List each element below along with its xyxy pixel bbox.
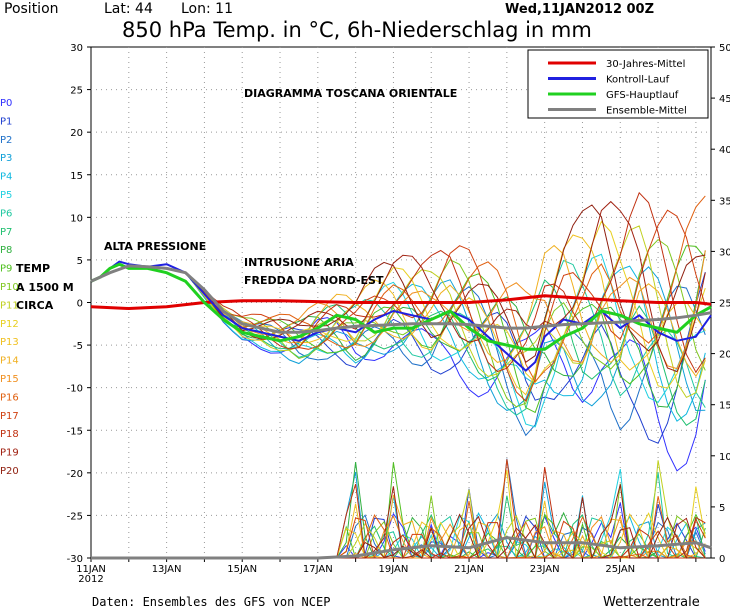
legend-ensemble-mean-label: Ensemble-Mittel	[606, 106, 687, 117]
run-label: Wed,11JAN2012 00Z	[505, 2, 654, 17]
x-axis: 11JAN2012 13JAN 15JAN 17JAN 19JAN 21JAN 23JAN 2…	[76, 558, 697, 585]
member-label: P11	[0, 300, 19, 311]
right-tick-label: 45	[719, 94, 730, 105]
legend-gfs-main-label: GFS-Hauptlauf	[606, 90, 679, 101]
member-label: P14	[0, 356, 19, 367]
legend-box	[527, 49, 709, 119]
x-tick-label: 23JAN	[530, 564, 560, 575]
member-label: P6	[0, 208, 12, 219]
member-label: P12	[0, 319, 19, 330]
legend-climate-mean-label: 30-Jahres-Mittel	[606, 59, 685, 70]
left-tick-label: 10	[70, 213, 83, 224]
left-tick-label: 30	[70, 43, 83, 54]
right-tick-label: 35	[719, 196, 730, 207]
legend-control-run-label: Kontroll-Lauf	[606, 75, 670, 86]
x-tick-label: 19JAN	[379, 564, 409, 575]
position-label: Position	[4, 1, 59, 17]
right-tick-label: 15	[719, 401, 730, 412]
right-tick-label: 30	[719, 247, 730, 258]
right-tick-label: 5	[719, 503, 725, 514]
right-tick-label: 25	[719, 299, 730, 310]
member-label: P4	[0, 172, 12, 183]
left-tick-label: -30	[67, 554, 83, 565]
ensemble-mean-precip-line	[91, 536, 712, 560]
member-label: P20	[0, 466, 19, 477]
climate-mean-line	[90, 294, 712, 310]
member-label: P3	[0, 153, 12, 164]
right-tick-label: 10	[719, 452, 730, 463]
left-axis: 30 25 20 15 10 5 0 -5 -10 -15 -20 -25 -30	[67, 43, 91, 565]
left-tick-label: -25	[67, 511, 83, 522]
lat-label: Lat: 44	[104, 1, 153, 17]
member-labels: P0 P1 P2 P3 P4 P5 P6 P7 P8 P9 P10 P11 P12 P13 P14 P15 P1…	[0, 98, 19, 477]
ensemble-mean-line	[90, 264, 712, 334]
intrusion-annotation-line2: FREDDA DA NORD-EST	[244, 274, 384, 287]
member-label: P10	[0, 282, 19, 293]
x-tick-label: 25JAN	[605, 564, 635, 575]
data-source: Daten: Ensembles des GFS von NCEP	[92, 595, 330, 609]
right-tick-label: 0	[719, 554, 725, 565]
temp-annotation-line3: CIRCA	[16, 299, 54, 312]
right-tick-label: 20	[719, 350, 730, 361]
member-label: P5	[0, 190, 12, 201]
x-tick-label: 13JAN	[152, 564, 182, 575]
member-label: P16	[0, 392, 19, 403]
diagram-title-annotation: DIAGRAMMA TOSCANA ORIENTALE	[244, 87, 457, 100]
legend: 30-Jahres-Mittel Kontroll-Lauf GFS-Hauptla…	[527, 49, 709, 119]
member-label: P0	[0, 98, 12, 109]
left-tick-label: 20	[70, 128, 83, 139]
member-label: P2	[0, 135, 12, 146]
right-tick-label: 50	[719, 43, 730, 54]
left-tick-label: -20	[67, 469, 83, 480]
member-label: P17	[0, 411, 19, 422]
x-tick-label: 17JAN	[303, 564, 333, 575]
member-label: P7	[0, 227, 12, 238]
right-tick-label: 40	[719, 145, 730, 156]
member-label: P8	[0, 245, 12, 256]
member-label: P18	[0, 429, 19, 440]
brand-label: Wetterzentrale	[603, 595, 700, 609]
gfs-main-line	[90, 262, 712, 351]
temp-annotation-line2: A 1500 M	[16, 281, 74, 294]
x-tick-label: 21JAN	[454, 564, 484, 575]
left-tick-label: 5	[77, 256, 83, 267]
left-tick-label: -5	[73, 341, 83, 352]
temp-annotation-line1: TEMP	[16, 262, 50, 275]
lon-label: Lon: 11	[181, 1, 233, 17]
member-label: P15	[0, 374, 19, 385]
left-tick-label: 0	[77, 299, 83, 310]
left-tick-label: 15	[70, 171, 83, 182]
x-tick-label: 11JAN	[76, 564, 106, 575]
chart-title: 850 hPa Temp. in °C, 6h-Niederschlag in …	[122, 18, 592, 42]
member-label: P13	[0, 337, 19, 348]
intrusion-annotation-line1: INTRUSIONE ARIA	[244, 256, 354, 269]
left-tick-label: -15	[67, 426, 83, 437]
member-label: P19	[0, 448, 19, 459]
main-series	[90, 260, 712, 560]
high-pressure-annotation: ALTA PRESSIONE	[104, 240, 206, 253]
left-tick-label: 25	[70, 86, 83, 97]
x-tick-label: 15JAN	[227, 564, 257, 575]
member-label: P9	[0, 264, 12, 275]
x-tick-year-label: 2012	[78, 574, 103, 585]
left-tick-label: -10	[67, 384, 83, 395]
member-label: P1	[0, 116, 12, 127]
